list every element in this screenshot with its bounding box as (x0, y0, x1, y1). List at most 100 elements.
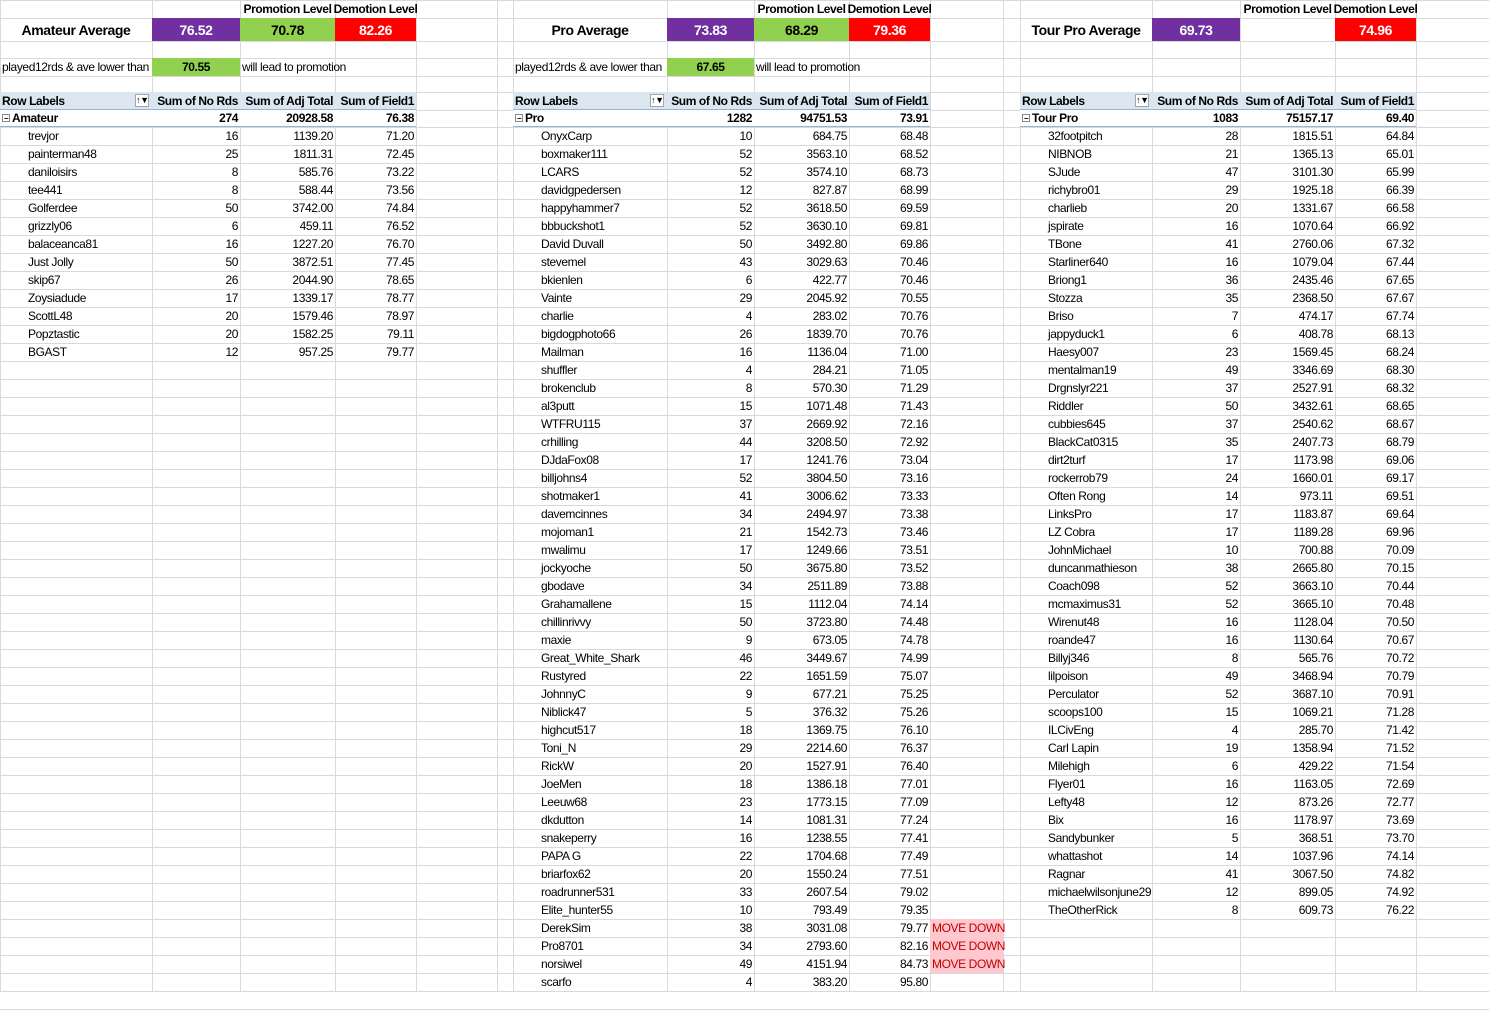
no-rds-value[interactable]: 22 (739, 669, 752, 683)
field1-value[interactable]: 73.52 (899, 561, 928, 575)
adj-total-value[interactable]: 570.30 (812, 381, 848, 395)
player-name[interactable]: gbodave (541, 579, 585, 593)
field1-value[interactable]: 72.77 (1385, 795, 1414, 809)
field1-value[interactable]: 68.67 (1385, 417, 1414, 431)
no-rds-value[interactable]: 14 (1225, 489, 1238, 503)
player-name[interactable]: daniloisirs (28, 165, 77, 179)
field1-value[interactable]: 75.07 (899, 669, 928, 683)
player-name[interactable]: richybro01 (1048, 183, 1101, 197)
adj-total-value[interactable]: 1358.94 (1292, 741, 1333, 755)
field1-value[interactable]: 77.45 (385, 255, 414, 269)
played-threshold-value[interactable]: 67.65 (667, 58, 754, 76)
no-rds-value[interactable]: 10 (1225, 543, 1238, 557)
collapse-minus-icon[interactable]: − (1022, 114, 1030, 123)
field1-value[interactable]: 76.37 (899, 741, 928, 755)
group-total-label[interactable]: − Tour Pro (1020, 110, 1152, 127)
adj-total-value[interactable]: 422.77 (812, 273, 848, 287)
adj-total-value[interactable]: 2044.90 (292, 273, 333, 287)
collapse-minus-icon[interactable]: − (2, 114, 10, 123)
no-rds-value[interactable]: 26 (225, 273, 238, 287)
field1-value[interactable]: 70.76 (899, 309, 928, 323)
player-name[interactable]: mentalman19 (1048, 363, 1117, 377)
field1-value[interactable]: 73.69 (1385, 813, 1414, 827)
player-name[interactable]: RickW (541, 759, 574, 773)
field1-value[interactable]: 69.86 (899, 237, 928, 251)
player-name[interactable]: davidgpedersen (541, 183, 621, 197)
no-rds-value[interactable]: 20 (225, 327, 238, 341)
field1-value[interactable]: 74.92 (1385, 885, 1414, 899)
adj-total-value[interactable]: 459.11 (299, 219, 334, 233)
no-rds-value[interactable]: 20 (739, 759, 752, 773)
adj-total-value[interactable]: 3029.63 (806, 255, 847, 269)
no-rds-value[interactable]: 46 (739, 651, 752, 665)
adj-total-value[interactable]: 1128.04 (1293, 615, 1333, 629)
field1-value[interactable]: 72.69 (1385, 777, 1414, 791)
adj-total-value[interactable]: 3630.10 (806, 219, 847, 233)
adj-total-value[interactable]: 368.51 (1298, 831, 1334, 845)
field1-value[interactable]: 68.99 (899, 183, 928, 197)
field1-value[interactable]: 76.22 (1385, 903, 1414, 917)
adj-total-value[interactable]: 2607.54 (806, 885, 847, 899)
no-rds-value[interactable]: 5 (1231, 831, 1239, 845)
field1-value[interactable]: 67.32 (1385, 237, 1414, 251)
field1-value[interactable]: 73.70 (1385, 831, 1414, 845)
field1-value[interactable]: 66.58 (1385, 201, 1414, 215)
no-rds-value[interactable]: 49 (1225, 669, 1238, 683)
player-name[interactable]: Niblick47 (541, 705, 587, 719)
player-name[interactable]: dirt2turf (1048, 453, 1086, 467)
adj-total-value[interactable]: 1579.46 (292, 309, 333, 323)
no-rds-value[interactable]: 38 (739, 921, 752, 935)
no-rds-value[interactable]: 16 (1225, 255, 1238, 269)
adj-total-value[interactable]: 383.20 (812, 975, 848, 989)
no-rds-value[interactable]: 4 (745, 309, 753, 323)
player-name[interactable]: Milehigh (1048, 759, 1090, 773)
player-name[interactable]: Lefty48 (1048, 795, 1085, 809)
no-rds-value[interactable]: 29 (739, 291, 752, 305)
player-name[interactable]: Popztastic (28, 327, 80, 341)
no-rds-value[interactable]: 22 (739, 849, 752, 863)
adj-total-value[interactable]: 285.70 (1298, 723, 1334, 737)
field1-value[interactable]: 71.52 (1385, 741, 1414, 755)
no-rds-value[interactable]: 16 (1225, 615, 1238, 629)
player-name[interactable]: Toni_N (541, 741, 576, 755)
adj-total-value[interactable]: 1079.04 (1292, 255, 1333, 269)
player-name[interactable]: shuffler (541, 363, 577, 377)
adj-total-value[interactable]: 1550.24 (806, 867, 847, 881)
adj-total-value[interactable]: 2214.60 (806, 741, 847, 755)
player-name[interactable]: shotmaker1 (541, 489, 600, 503)
total-field1[interactable]: 69.40 (1335, 110, 1416, 127)
adj-total-value[interactable]: 1527.91 (806, 759, 847, 773)
demotion-value[interactable]: 79.36 (849, 18, 930, 41)
field1-value[interactable]: 84.73 (899, 957, 928, 971)
field1-value[interactable]: 82.16 (899, 939, 928, 953)
no-rds-value[interactable]: 26 (739, 327, 752, 341)
promotion-level-label[interactable]: Promotion Level (1243, 2, 1332, 16)
adj-total-value[interactable]: 1183.87 (1293, 507, 1333, 521)
field1-value[interactable]: 73.56 (385, 183, 414, 197)
no-rds-value[interactable]: 8 (231, 183, 239, 197)
field1-value[interactable]: 67.67 (1385, 291, 1414, 305)
player-name[interactable]: Haesy007 (1048, 345, 1099, 359)
player-name[interactable]: mwalimu (541, 543, 586, 557)
adj-total-value[interactable]: 899.05 (1298, 885, 1334, 899)
no-rds-value[interactable]: 50 (739, 561, 752, 575)
field1-value[interactable]: 65.99 (1385, 165, 1414, 179)
no-rds-value[interactable]: 21 (1225, 147, 1238, 161)
adj-total-value[interactable]: 3006.62 (806, 489, 847, 503)
adj-total-value[interactable]: 3687.10 (1292, 687, 1333, 701)
filter-sort-icon[interactable]: ↑▼ (1135, 94, 1149, 107)
no-rds-value[interactable]: 9 (745, 633, 753, 647)
promotion-value[interactable]: 68.29 (754, 18, 849, 41)
adj-total-value[interactable]: 284.21 (812, 363, 848, 377)
total-adj-total[interactable]: 75157.17 (1240, 110, 1335, 127)
no-rds-value[interactable]: 14 (739, 813, 752, 827)
header-sum-field1[interactable]: Sum of Field1 (1335, 92, 1416, 110)
no-rds-value[interactable]: 21 (739, 525, 752, 539)
no-rds-value[interactable]: 23 (1225, 345, 1238, 359)
adj-total-value[interactable]: 2669.92 (806, 417, 847, 431)
adj-total-value[interactable]: 3618.50 (806, 201, 847, 215)
field1-value[interactable]: 68.65 (1385, 399, 1414, 413)
field1-value[interactable]: 69.81 (899, 219, 928, 233)
player-name[interactable]: bbbuckshot1 (541, 219, 605, 233)
field1-value[interactable]: 68.13 (1385, 327, 1414, 341)
